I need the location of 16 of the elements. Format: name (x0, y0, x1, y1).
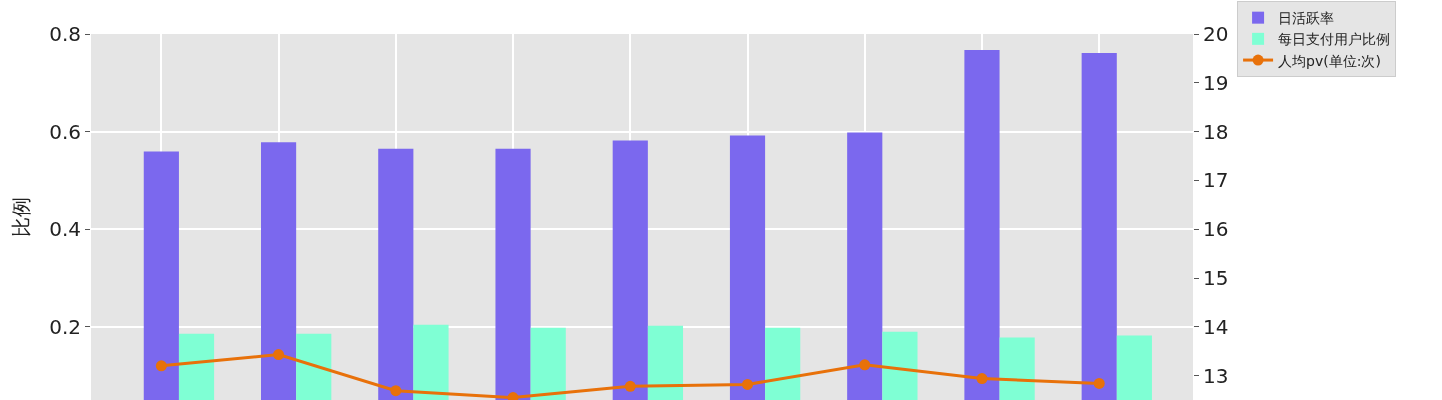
legend-label: 每日支付用户比例 (1278, 31, 1391, 48)
y-axis-title: 比例 (8, 197, 33, 237)
legend-label: 人均pv(单位:次) (1278, 52, 1381, 69)
y2-tick-label: 18 (1203, 119, 1229, 144)
y2-tick-label: 13 (1203, 363, 1229, 388)
y2-tick-label: 14 (1203, 314, 1229, 339)
y2-tick-label: 16 (1203, 217, 1229, 242)
y2-tick-label: 19 (1203, 70, 1229, 95)
y2-tick-label: 15 (1203, 266, 1229, 290)
y2-tick-label: 17 (1203, 168, 1229, 193)
y-tick-label: 0.2 (49, 314, 81, 339)
legend-label: 日活跃率 (1278, 10, 1335, 27)
y-tick-label: 0.6 (49, 119, 81, 144)
y2-tick-label: 20 (1203, 22, 1229, 46)
y-tick-label: 0.8 (49, 22, 81, 46)
y-tick-label: 0.4 (49, 217, 81, 242)
